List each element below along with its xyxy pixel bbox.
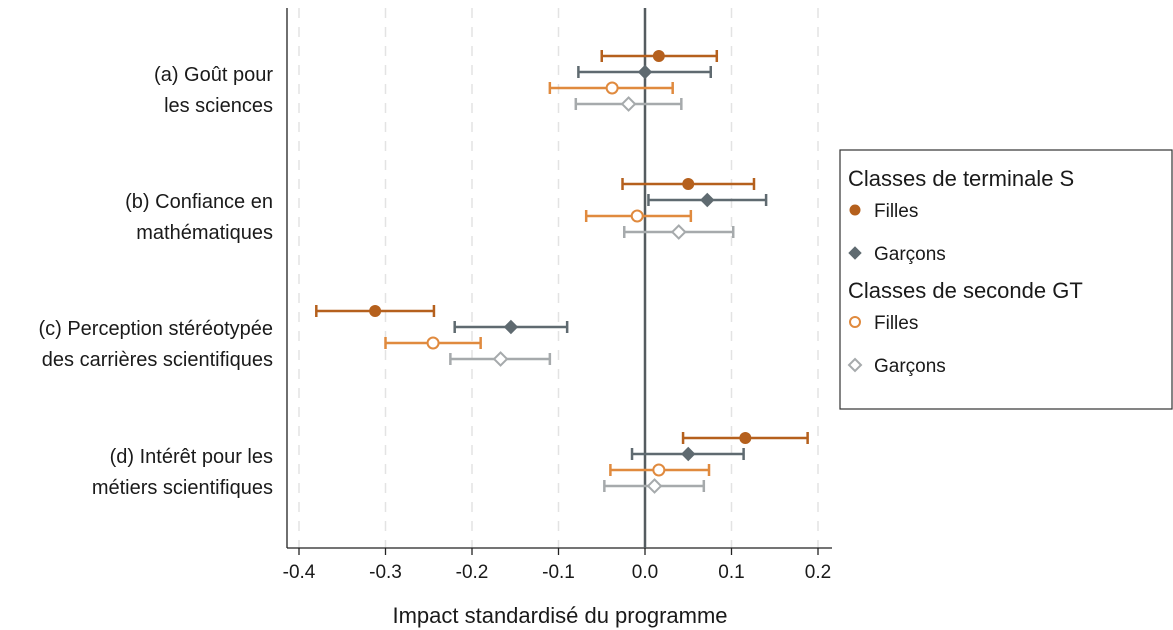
data-point (605, 81, 619, 95)
series-3 (449, 96, 735, 494)
data-point (369, 305, 382, 317)
legend-item-label: Filles (874, 313, 918, 334)
category-labels: (a) Goût pour les sciences (b) Confiance e… (38, 64, 273, 499)
legend-box (839, 149, 1173, 410)
series-2 (384, 81, 711, 477)
legend: Classes de terminale S Filles Garçons Class… (839, 149, 1173, 410)
x-tick-label: 0.0 (632, 562, 658, 583)
x-axis-title: Impact standardisé du programme (392, 603, 727, 628)
legend-marker (849, 204, 861, 216)
data-point (739, 432, 752, 444)
data-point (700, 192, 715, 208)
category-label: métiers scientifiques (92, 477, 273, 499)
data-point (682, 178, 695, 190)
data-point (637, 64, 653, 80)
legend-marker (848, 246, 862, 260)
category-label: (d) Intérêt pour les (110, 446, 273, 468)
x-tick-label: -0.2 (456, 562, 489, 583)
x-tick-label: -0.4 (283, 562, 316, 583)
legend-item-label: Filles (874, 201, 918, 222)
gridlines (298, 8, 819, 548)
series-0 (315, 50, 809, 444)
data-point (670, 224, 687, 240)
category-label: (b) Confiance en (125, 191, 273, 213)
data-point (426, 336, 440, 350)
legend-group-title: Classes de seconde GT (848, 278, 1083, 303)
data-point (646, 478, 663, 494)
legend-group-title: Classes de terminale S (848, 166, 1074, 191)
legend-item-label: Garçons (874, 356, 946, 377)
category-label: les sciences (164, 95, 273, 117)
data-point (681, 446, 696, 462)
data-point (630, 209, 644, 223)
data-point (652, 463, 666, 477)
category-label: mathématiques (136, 222, 273, 244)
x-tick-label: -0.3 (369, 562, 402, 583)
x-tick-label: -0.1 (542, 562, 575, 583)
x-tick-label: 0.1 (718, 562, 744, 583)
legend-item-label: Garçons (874, 244, 946, 265)
category-label: des carrières scientifiques (42, 349, 273, 371)
data-point (492, 351, 509, 367)
axes: -0.4 -0.3 -0.2 -0.1 0.0 0.1 0.2 (283, 8, 832, 583)
data-point (652, 50, 665, 62)
category-label: (a) Goût pour (154, 64, 273, 86)
data-point (503, 319, 519, 335)
legend-marker (847, 357, 863, 373)
category-label: (c) Perception stéréotypée (38, 318, 273, 340)
x-tick-label: 0.2 (805, 562, 831, 583)
data-series (315, 50, 809, 494)
series-1 (453, 64, 768, 462)
legend-marker (849, 316, 861, 328)
data-point (620, 96, 637, 112)
